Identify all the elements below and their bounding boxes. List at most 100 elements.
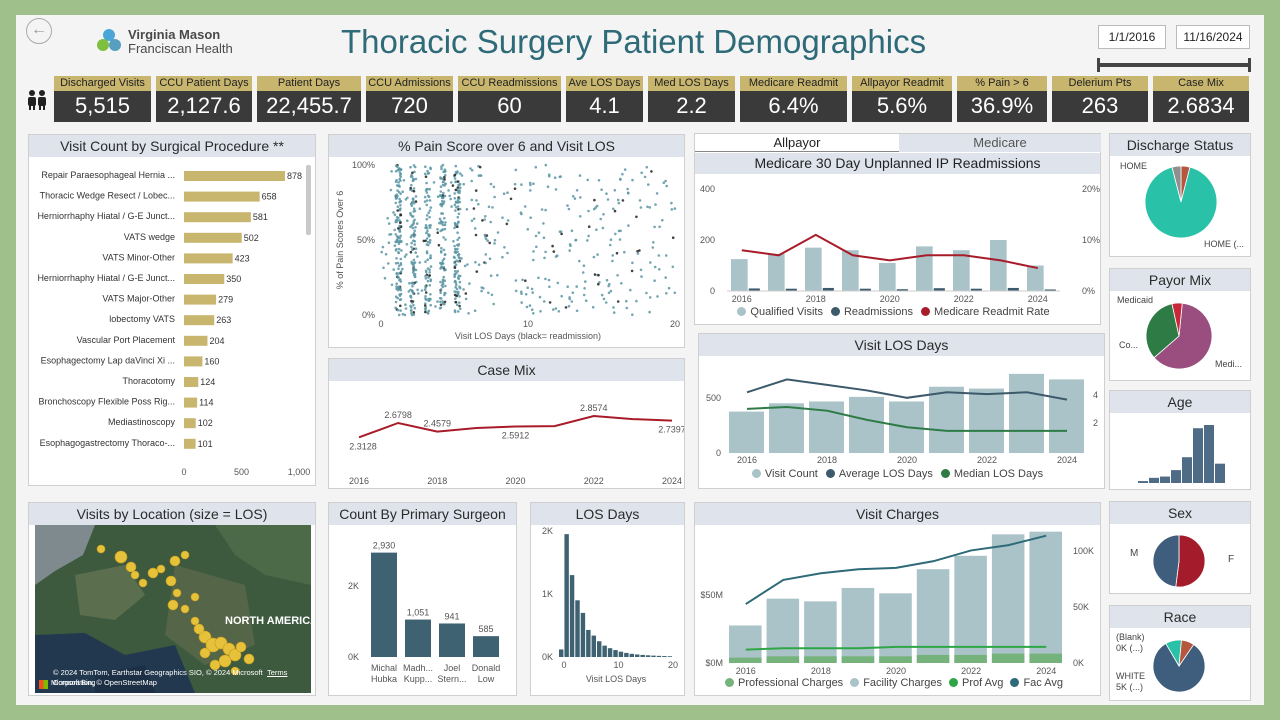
procedure-bar	[184, 294, 217, 305]
pain-point	[441, 228, 444, 231]
casemix-chart[interactable]: 2.3128 2.6798 2.4579 2.5912 2.8574 2.7397 2016…	[329, 381, 684, 488]
pain-point	[623, 168, 627, 171]
surgeon-value: 2,930	[373, 541, 396, 551]
casemix-panel: Case Mix 2.3128 2.6798 2.4579 2.5912 2.8574 2…	[328, 358, 685, 489]
procedure-value: 114	[199, 398, 213, 408]
pain-point	[521, 278, 524, 282]
surgeon-bar	[473, 636, 499, 657]
pain-point	[611, 254, 615, 257]
date-start-input[interactable]: 1/1/2016	[1098, 25, 1166, 49]
procedure-value: 204	[209, 336, 224, 346]
charges-chart[interactable]: $0M $50M 0K 50K 100K 2016 2018 2020 2022 2024	[695, 525, 1100, 675]
procedure-scrollbar[interactable]	[306, 165, 311, 235]
map-terms-link[interactable]: Terms	[267, 668, 288, 677]
kpi-label: Allpayor Readmit	[852, 76, 952, 91]
date-slider-handle-end[interactable]	[1248, 58, 1251, 72]
pain-point	[453, 173, 457, 177]
sex-label-m: M	[1130, 548, 1139, 559]
pain-point	[396, 275, 399, 278]
readmit-chart[interactable]: 0 200 400 0% 10% 20% 2016 2018 2020 2022 2024	[695, 174, 1100, 304]
pain-point	[670, 201, 673, 205]
pain-point	[542, 300, 546, 303]
pain-chart[interactable]: % of Pain Scores Over 6 0% 50% 100% 0 10 20 Vis…	[329, 157, 684, 347]
los-chart[interactable]: 0 500 2 4 2016 2018 2020 2022 2024	[699, 356, 1104, 464]
pain-point	[629, 288, 632, 292]
pain-point	[458, 304, 461, 308]
procedure-value: 124	[200, 377, 215, 387]
payor-pie[interactable]	[1110, 291, 1250, 381]
pain-point	[424, 306, 428, 309]
pain-point	[454, 269, 457, 273]
readmit-bar-readmissions	[1007, 287, 1019, 291]
pain-point	[394, 180, 398, 183]
kpi-label: Delerium Pts	[1052, 76, 1148, 91]
tab-allpayor[interactable]: Allpayor	[695, 134, 899, 152]
pain-point	[664, 254, 668, 257]
surgeon-label-1: Madh...	[403, 663, 433, 673]
charges-bar-facility	[1029, 531, 1062, 663]
pain-point	[566, 285, 569, 288]
sex-pie[interactable]	[1110, 524, 1250, 594]
pain-point	[468, 282, 471, 285]
pain-point	[582, 293, 586, 297]
charges-legend: Professional Charges Facility Charges Prof…	[695, 677, 1100, 689]
procedure-chart[interactable]: Repair Paraesophageal Hernia ... 878 Thora…	[29, 159, 315, 485]
legend-item[interactable]: Median LOS Days	[940, 468, 1043, 480]
tab-medicare[interactable]: Medicare	[899, 134, 1101, 152]
map-location-dot	[167, 599, 179, 611]
charges-xtick: 2016	[736, 666, 756, 675]
pain-point	[402, 179, 406, 182]
kpi-label: Med LOS Days	[648, 76, 735, 91]
readmit-bar-readmissions	[822, 287, 834, 291]
date-slider[interactable]	[1097, 58, 1251, 72]
pain-point	[410, 183, 413, 187]
pain-point	[530, 287, 534, 291]
los-bar	[1009, 373, 1044, 453]
legend-item[interactable]: Average LOS Days	[825, 468, 933, 480]
legend-item[interactable]: Prof Avg	[949, 677, 1003, 689]
back-button[interactable]: ←	[26, 18, 52, 44]
pain-point	[656, 295, 659, 298]
pain-point	[646, 205, 649, 209]
surgeon-label-1: Michal	[371, 663, 397, 673]
legend-item[interactable]: Facility Charges	[850, 677, 942, 689]
pain-point	[520, 290, 523, 294]
pain-point	[653, 265, 657, 269]
pain-point	[397, 184, 400, 188]
readmit-legend: Qualified Visits Readmissions Medicare Rea…	[695, 306, 1100, 318]
pain-point	[477, 174, 481, 177]
pain-point	[456, 225, 459, 229]
pain-point	[591, 305, 595, 309]
page-title: Thoracic Surgery Patient Demographics	[341, 23, 927, 60]
legend-item[interactable]: Visit Count	[751, 468, 818, 480]
pain-point	[525, 305, 529, 309]
pain-point	[464, 297, 468, 301]
pain-point	[426, 267, 430, 270]
pain-point	[444, 169, 447, 173]
age-chart[interactable]	[1110, 413, 1250, 489]
legend-dot-icon	[725, 678, 735, 687]
legend-item[interactable]: Medicare Readmit Rate	[921, 306, 1050, 318]
procedure-value: 350	[226, 274, 241, 284]
date-end-input[interactable]: 11/16/2024	[1176, 25, 1250, 49]
pain-point	[453, 244, 456, 248]
date-slider-handle-start[interactable]	[1097, 58, 1100, 72]
legend-item[interactable]: Qualified Visits	[737, 306, 823, 318]
legend-item[interactable]: Fac Avg	[1010, 677, 1063, 689]
pain-point	[465, 208, 469, 211]
pain-point	[460, 174, 464, 177]
race-pie[interactable]	[1110, 628, 1250, 700]
pain-point	[523, 205, 527, 208]
los-xtick: 2020	[897, 455, 917, 464]
pain-point	[485, 234, 489, 237]
pain-point	[456, 269, 460, 273]
discharge-pie[interactable]	[1110, 156, 1250, 256]
pain-point	[600, 188, 603, 191]
pain-point	[595, 228, 598, 231]
pain-point	[456, 253, 460, 257]
losdays-chart[interactable]: 0K 1K 2K 0 10 20 Visit LOS Days	[531, 525, 684, 695]
legend-item[interactable]: Readmissions	[830, 306, 913, 318]
legend-item[interactable]: Professional Charges	[725, 677, 843, 689]
location-map[interactable]: NORTH AMERICA © 2024 TomTom, Earthstar G…	[35, 525, 311, 693]
